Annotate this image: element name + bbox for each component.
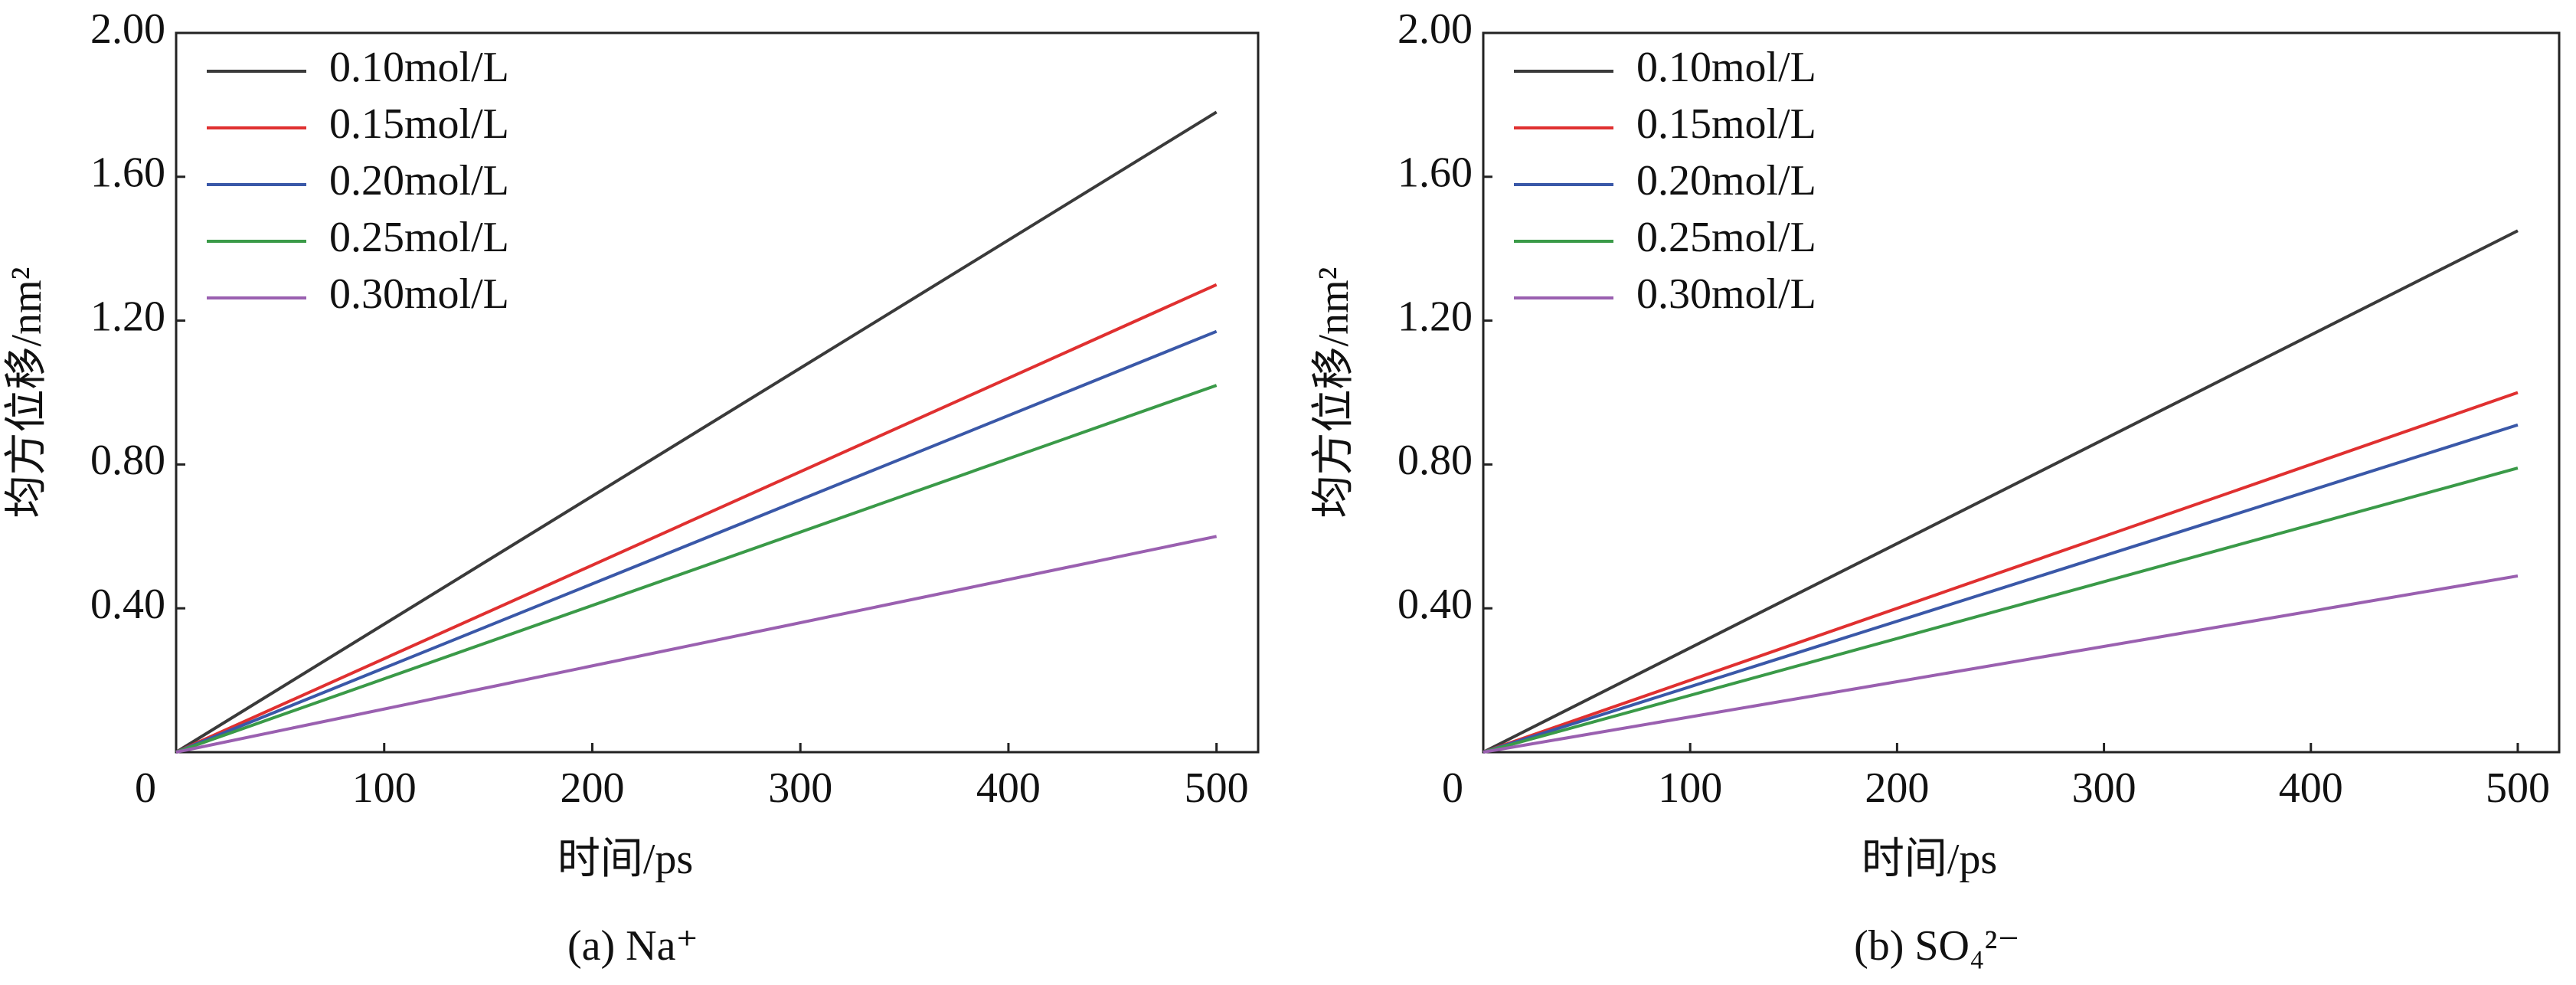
x-tick-label: 300 [768,764,832,812]
legend-label: 0.25mol/L [1636,214,1816,261]
plot-frame [1482,31,2561,754]
series-line [1483,574,2519,754]
y-tick-label: 1.20 [90,293,165,340]
y-tick-label: 1.60 [90,149,165,197]
series-line [175,384,1218,754]
chart-title: (a) Na⁺ [567,922,698,970]
x-tick-label: 500 [2486,764,2550,812]
series-line [1483,466,2519,754]
y-tick-label: 0.40 [1398,581,1473,628]
x-tick-label: 200 [560,764,624,812]
series-line [1483,423,2519,754]
legend-label: 0.10mol/L [329,44,509,91]
y-tick-label: 0.80 [1398,437,1473,484]
legend-label: 0.20mol/L [1636,157,1816,205]
y-tick-label: 2.00 [90,5,165,53]
x-axis-label: 时间/ps [1862,836,1997,883]
x-tick-label: 200 [1865,764,1929,812]
legend-label: 0.30mol/L [1636,270,1816,318]
plot-frame [175,31,1260,754]
y-tick-label: 0.40 [90,581,165,628]
legend-label: 0.10mol/L [1636,44,1816,91]
y-tick-label: 1.60 [1398,149,1473,197]
x-tick-label: 0 [1442,764,1463,812]
x-tick-label: 500 [1185,764,1249,812]
series-line [175,329,1218,754]
y-tick-label: 0.80 [90,437,165,484]
x-tick-label: 300 [2072,764,2136,812]
legend-label: 0.15mol/L [1636,100,1816,148]
series-line [175,283,1218,754]
series-line [1483,229,2519,754]
x-tick-label: 400 [976,764,1041,812]
legend-label: 0.25mol/L [329,214,509,261]
x-tick-label: 400 [2279,764,2343,812]
series-line [175,535,1218,754]
series-line [175,110,1218,754]
legend-label: 0.20mol/L [329,157,509,205]
x-tick-label: 100 [1658,764,1722,812]
y-axis-label: 均方位移/nm² [1310,267,1358,519]
x-axis-label: 时间/ps [557,836,693,883]
x-tick-label: 100 [352,764,417,812]
legend-label: 0.15mol/L [329,100,509,148]
legend-label: 0.30mol/L [329,270,509,318]
chart-title: (b) SO₄²⁻ [1854,922,2020,970]
y-tick-label: 2.00 [1398,5,1473,53]
series-line [1483,391,2519,754]
x-tick-label: 0 [135,764,156,812]
y-axis-label: 均方位移/nm² [3,267,51,519]
y-tick-label: 1.20 [1398,293,1473,340]
